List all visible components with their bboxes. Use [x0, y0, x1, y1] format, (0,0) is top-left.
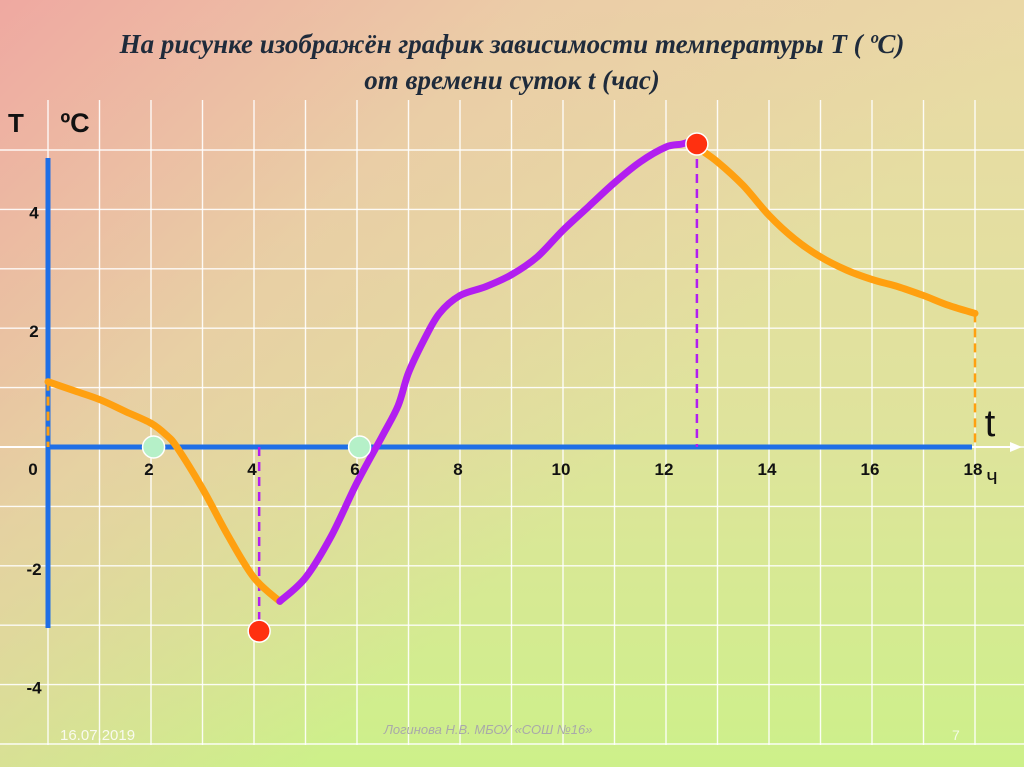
chart-title-line-1: На рисунке изображён график зависимости …	[119, 29, 905, 59]
x-tick-label-0: 0	[28, 460, 37, 479]
x-tick-label-10: 10	[552, 460, 571, 479]
x-tick-label-2: 2	[144, 460, 153, 479]
curve-segment-increasing	[276, 137, 696, 605]
y-tick-label-2: 2	[29, 322, 38, 341]
x-tick-label-18: 18	[964, 460, 983, 479]
x-axis-name: t	[985, 403, 996, 445]
minimum-point	[247, 619, 271, 643]
chart-labels: 0 2 4 6 8 10 12 14 16 18 4 2 -2 -4 T ºC tч	[8, 108, 998, 698]
chart-points	[141, 132, 709, 643]
x-tick-label-4: 4	[247, 460, 257, 479]
x-tick-label-14: 14	[758, 460, 777, 479]
curve-segment-decreasing-1	[44, 378, 284, 605]
chart-axes	[0, 158, 1022, 628]
y-tick-label--2: -2	[26, 560, 41, 579]
chart-guides	[46, 144, 977, 632]
curve-segment-decreasing-2	[688, 137, 979, 317]
footer-author: Логинова Н.В. МБОУ «СОШ №16»	[384, 722, 593, 737]
chart-title: На рисунке изображён график зависимости …	[0, 26, 1024, 98]
footer-date: 16.07.2019	[60, 727, 136, 744]
y-axis-unit: ºC	[60, 108, 89, 138]
temperature-curve	[44, 137, 979, 605]
zero-crossing-point	[347, 435, 372, 459]
y-axis-name: T	[8, 108, 24, 138]
y-tick-label-4: 4	[29, 203, 39, 222]
chart-title-line-2: от времени суток t (час)	[364, 65, 660, 95]
x-tick-label-8: 8	[453, 460, 462, 479]
x-axis-arrowhead	[1010, 442, 1022, 452]
maximum-point	[685, 132, 709, 156]
zero-crossing-point	[141, 435, 166, 459]
y-tick-label--4: -4	[26, 679, 42, 698]
x-tick-label-12: 12	[655, 460, 674, 479]
x-axis-unit: ч	[986, 464, 997, 489]
x-tick-label-6: 6	[350, 460, 359, 479]
x-tick-label-16: 16	[861, 460, 880, 479]
footer-page-number: 7	[952, 727, 960, 743]
